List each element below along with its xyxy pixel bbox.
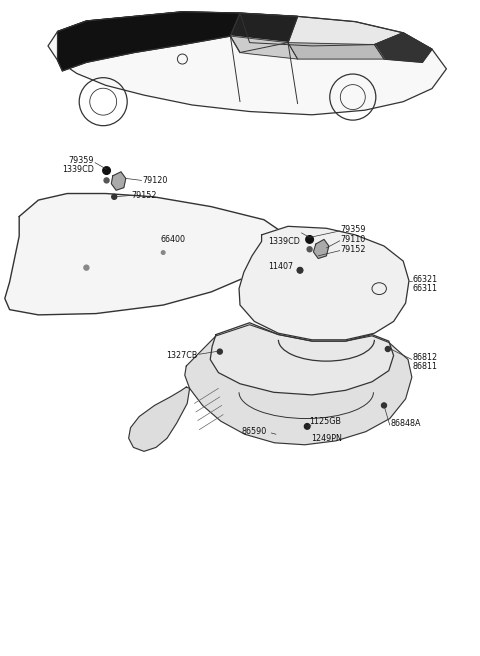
Text: 1339CD: 1339CD: [62, 165, 94, 174]
Text: 86812: 86812: [413, 353, 438, 362]
Polygon shape: [313, 239, 329, 258]
Text: 79152: 79152: [341, 245, 366, 254]
Text: 79359: 79359: [69, 155, 94, 165]
Polygon shape: [230, 36, 298, 59]
Circle shape: [306, 236, 313, 243]
Text: 86590: 86590: [241, 427, 266, 436]
Polygon shape: [210, 323, 394, 395]
Polygon shape: [185, 325, 412, 445]
Text: 79120: 79120: [143, 176, 168, 185]
Text: 11407: 11407: [268, 262, 293, 271]
Circle shape: [298, 268, 302, 273]
Circle shape: [161, 251, 165, 255]
Text: 86848A: 86848A: [391, 419, 421, 428]
Circle shape: [104, 178, 109, 183]
Circle shape: [385, 346, 390, 352]
Polygon shape: [288, 43, 384, 59]
Text: 1125GB: 1125GB: [310, 417, 342, 426]
Circle shape: [382, 403, 386, 408]
Polygon shape: [58, 12, 240, 71]
Circle shape: [307, 247, 312, 252]
Text: 79152: 79152: [132, 191, 157, 200]
Text: 79359: 79359: [341, 225, 366, 234]
Circle shape: [84, 265, 89, 270]
Text: 66311: 66311: [413, 284, 438, 293]
Circle shape: [217, 349, 222, 354]
Text: 1339CD: 1339CD: [268, 237, 300, 246]
Circle shape: [297, 268, 303, 273]
Text: 1327CB: 1327CB: [167, 351, 198, 360]
Polygon shape: [240, 13, 403, 46]
Circle shape: [112, 194, 117, 199]
Text: 79110: 79110: [341, 235, 366, 244]
Text: 66400: 66400: [161, 235, 186, 244]
Polygon shape: [48, 12, 446, 115]
Polygon shape: [230, 13, 298, 52]
Text: 66321: 66321: [413, 275, 438, 284]
Text: 1249PN: 1249PN: [311, 434, 342, 443]
Circle shape: [304, 424, 310, 429]
Polygon shape: [111, 172, 126, 190]
Text: 86811: 86811: [413, 361, 438, 371]
Polygon shape: [239, 226, 409, 340]
Circle shape: [103, 167, 110, 174]
Polygon shape: [129, 387, 190, 451]
Polygon shape: [374, 33, 432, 62]
Polygon shape: [5, 194, 288, 315]
